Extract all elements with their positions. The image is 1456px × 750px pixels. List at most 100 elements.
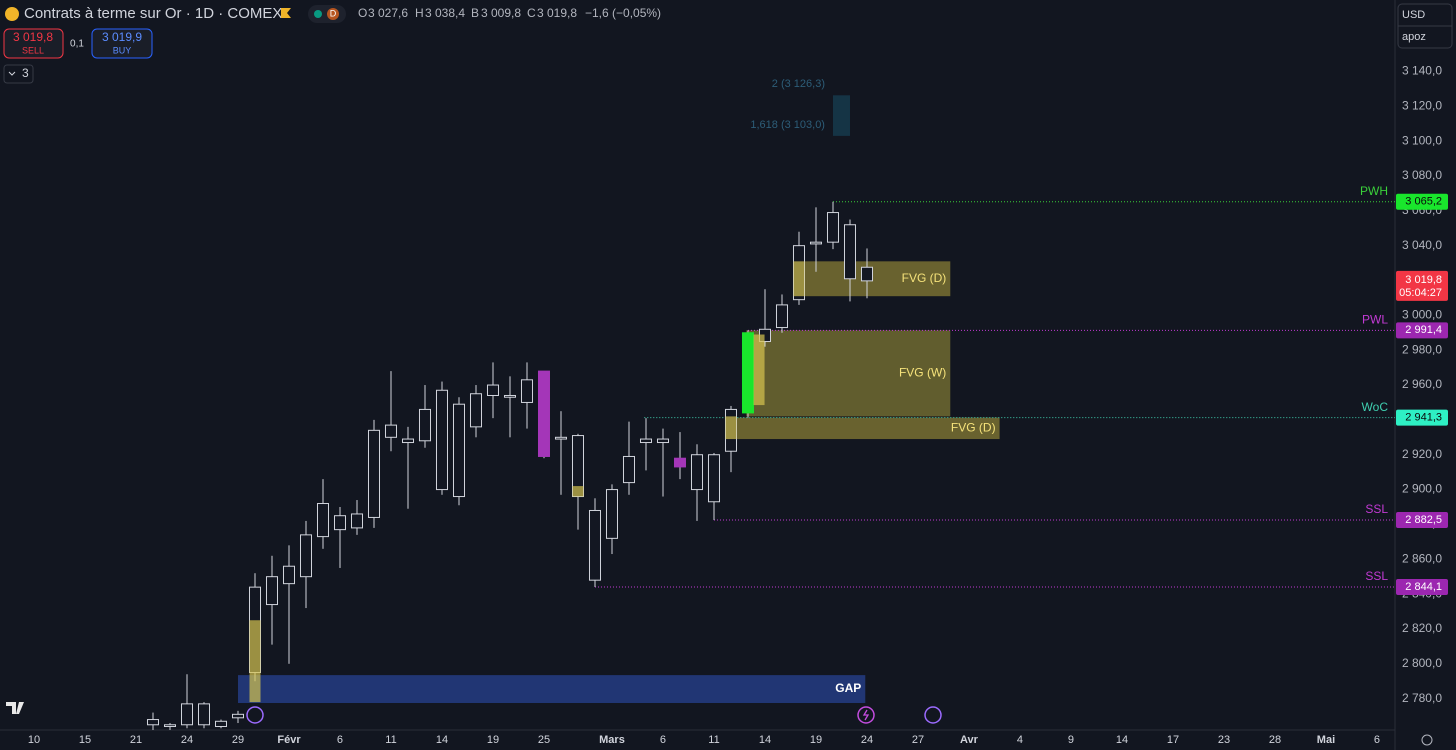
tv-logo[interactable] xyxy=(6,702,24,714)
candle-body xyxy=(605,489,618,539)
candle-body xyxy=(282,565,295,585)
countdown: 05:04:27 xyxy=(1399,287,1442,299)
x-tick-label: 6 xyxy=(337,734,343,746)
candle-body xyxy=(401,438,414,444)
x-tick-label: 6 xyxy=(660,734,666,746)
ohlc-key: C xyxy=(527,6,536,20)
x-tick-label: 10 xyxy=(28,734,40,746)
candle-body xyxy=(843,224,856,280)
candle-body xyxy=(775,304,788,329)
x-tick-label: 28 xyxy=(1269,734,1281,746)
plot: 3 140,03 120,03 100,03 080,03 060,03 040… xyxy=(28,64,1448,746)
candle-body xyxy=(231,713,244,719)
x-tick-label: 24 xyxy=(861,734,873,746)
symbol-title[interactable]: Contrats à terme sur Or · 1D · COMEX xyxy=(24,5,282,22)
x-tick-label: 17 xyxy=(1167,734,1179,746)
candle-body xyxy=(367,429,380,518)
x-tick-label: 11 xyxy=(385,734,396,746)
candle-body xyxy=(265,576,278,606)
candle-body xyxy=(384,424,397,438)
ohlc-key: O xyxy=(358,6,367,20)
highlight xyxy=(725,416,737,440)
buy-button[interactable] xyxy=(91,28,153,59)
flag-icon[interactable] xyxy=(281,8,291,18)
x-tick-label: 14 xyxy=(1116,734,1128,746)
y-tick-label: 2 820,0 xyxy=(1402,621,1442,635)
fib-box xyxy=(832,95,850,136)
event-icon[interactable] xyxy=(924,706,942,724)
candle-body xyxy=(418,408,431,442)
candle-body xyxy=(435,389,448,491)
x-tick-label: 29 xyxy=(232,734,244,746)
level-label: 3 065,2 xyxy=(1405,196,1442,208)
zone-label: FVG (D) xyxy=(902,271,947,285)
zone xyxy=(797,261,951,297)
zone-label: GAP xyxy=(835,681,861,695)
x-tick-label: 14 xyxy=(759,734,771,746)
highlight xyxy=(249,620,261,703)
buy-price: 3 019,9 xyxy=(102,30,142,44)
last-price-box xyxy=(1396,270,1448,301)
y-tick-label: 3 100,0 xyxy=(1402,133,1442,147)
level-label: 2 882,5 xyxy=(1405,514,1442,526)
spread: 0,1 xyxy=(70,39,84,50)
event-icon[interactable] xyxy=(246,706,264,724)
x-tick-label: 19 xyxy=(487,734,499,746)
y-tick-label: 2 960,0 xyxy=(1402,377,1442,391)
candle-body xyxy=(656,438,669,444)
last-price: 3 019,8 xyxy=(1405,274,1442,286)
x-tick-label: 9 xyxy=(1068,734,1074,746)
x-tick-label: 19 xyxy=(810,734,822,746)
candle-body xyxy=(537,370,550,457)
level-box xyxy=(1396,409,1448,426)
y-tick-label: 2 920,0 xyxy=(1402,447,1442,461)
candle-body xyxy=(333,515,346,531)
x-tick-label: Mars xyxy=(599,734,625,746)
level-name: SSL xyxy=(1365,569,1388,583)
candle-body xyxy=(707,454,720,503)
candle-body xyxy=(673,457,686,468)
level-box xyxy=(1396,578,1448,595)
candle-body xyxy=(554,436,567,440)
candle-body xyxy=(146,719,159,726)
y-tick-label: 3 000,0 xyxy=(1402,308,1442,322)
x-tick-label: 6 xyxy=(1374,734,1380,746)
level-name: PWL xyxy=(1362,313,1388,327)
candle-body xyxy=(316,503,329,538)
candle-body xyxy=(163,724,176,728)
x-tick-label: 25 xyxy=(538,734,550,746)
x-tick-label: 23 xyxy=(1218,734,1230,746)
y-tick-label: 3 080,0 xyxy=(1402,168,1442,182)
x-tick-label: 15 xyxy=(79,734,91,746)
candle-body xyxy=(588,509,601,581)
x-tick-label: 4 xyxy=(1017,734,1023,746)
zone xyxy=(746,330,951,417)
y-tick-label: 2 780,0 xyxy=(1402,691,1442,705)
highlight xyxy=(572,486,584,497)
ohlc: O 3 027,6 H 3 038,4 B 3 009,8 C 3 019,8 … xyxy=(358,6,661,20)
candle-body xyxy=(180,703,193,726)
sell-label: SELL xyxy=(22,45,44,55)
lightning xyxy=(862,709,870,721)
settings-icon[interactable] xyxy=(1421,734,1433,746)
y-tick-label: 2 980,0 xyxy=(1402,342,1442,356)
y-tick-label: 3 120,0 xyxy=(1402,98,1442,112)
fib-label: 1,618 (3 103,0) xyxy=(750,119,825,131)
level-name: WoC xyxy=(1362,400,1389,414)
unit: apoz xyxy=(1402,31,1426,43)
sell-button[interactable] xyxy=(3,28,64,59)
indicators-toggle[interactable] xyxy=(3,64,34,84)
event-icon[interactable] xyxy=(857,706,875,724)
sell-price: 3 019,8 xyxy=(13,30,53,44)
x-tick-label: 11 xyxy=(708,734,719,746)
ohlc-value: 3 019,8 xyxy=(537,6,577,20)
candle-body xyxy=(486,384,499,396)
candle-body xyxy=(690,454,703,491)
indicators-count: 3 xyxy=(22,66,29,80)
x-tick-label: Mai xyxy=(1317,734,1335,746)
candle-body xyxy=(503,394,516,398)
y-tick-label: 3 040,0 xyxy=(1402,238,1442,252)
level-name: PWH xyxy=(1360,184,1388,198)
candle-body xyxy=(809,241,822,245)
